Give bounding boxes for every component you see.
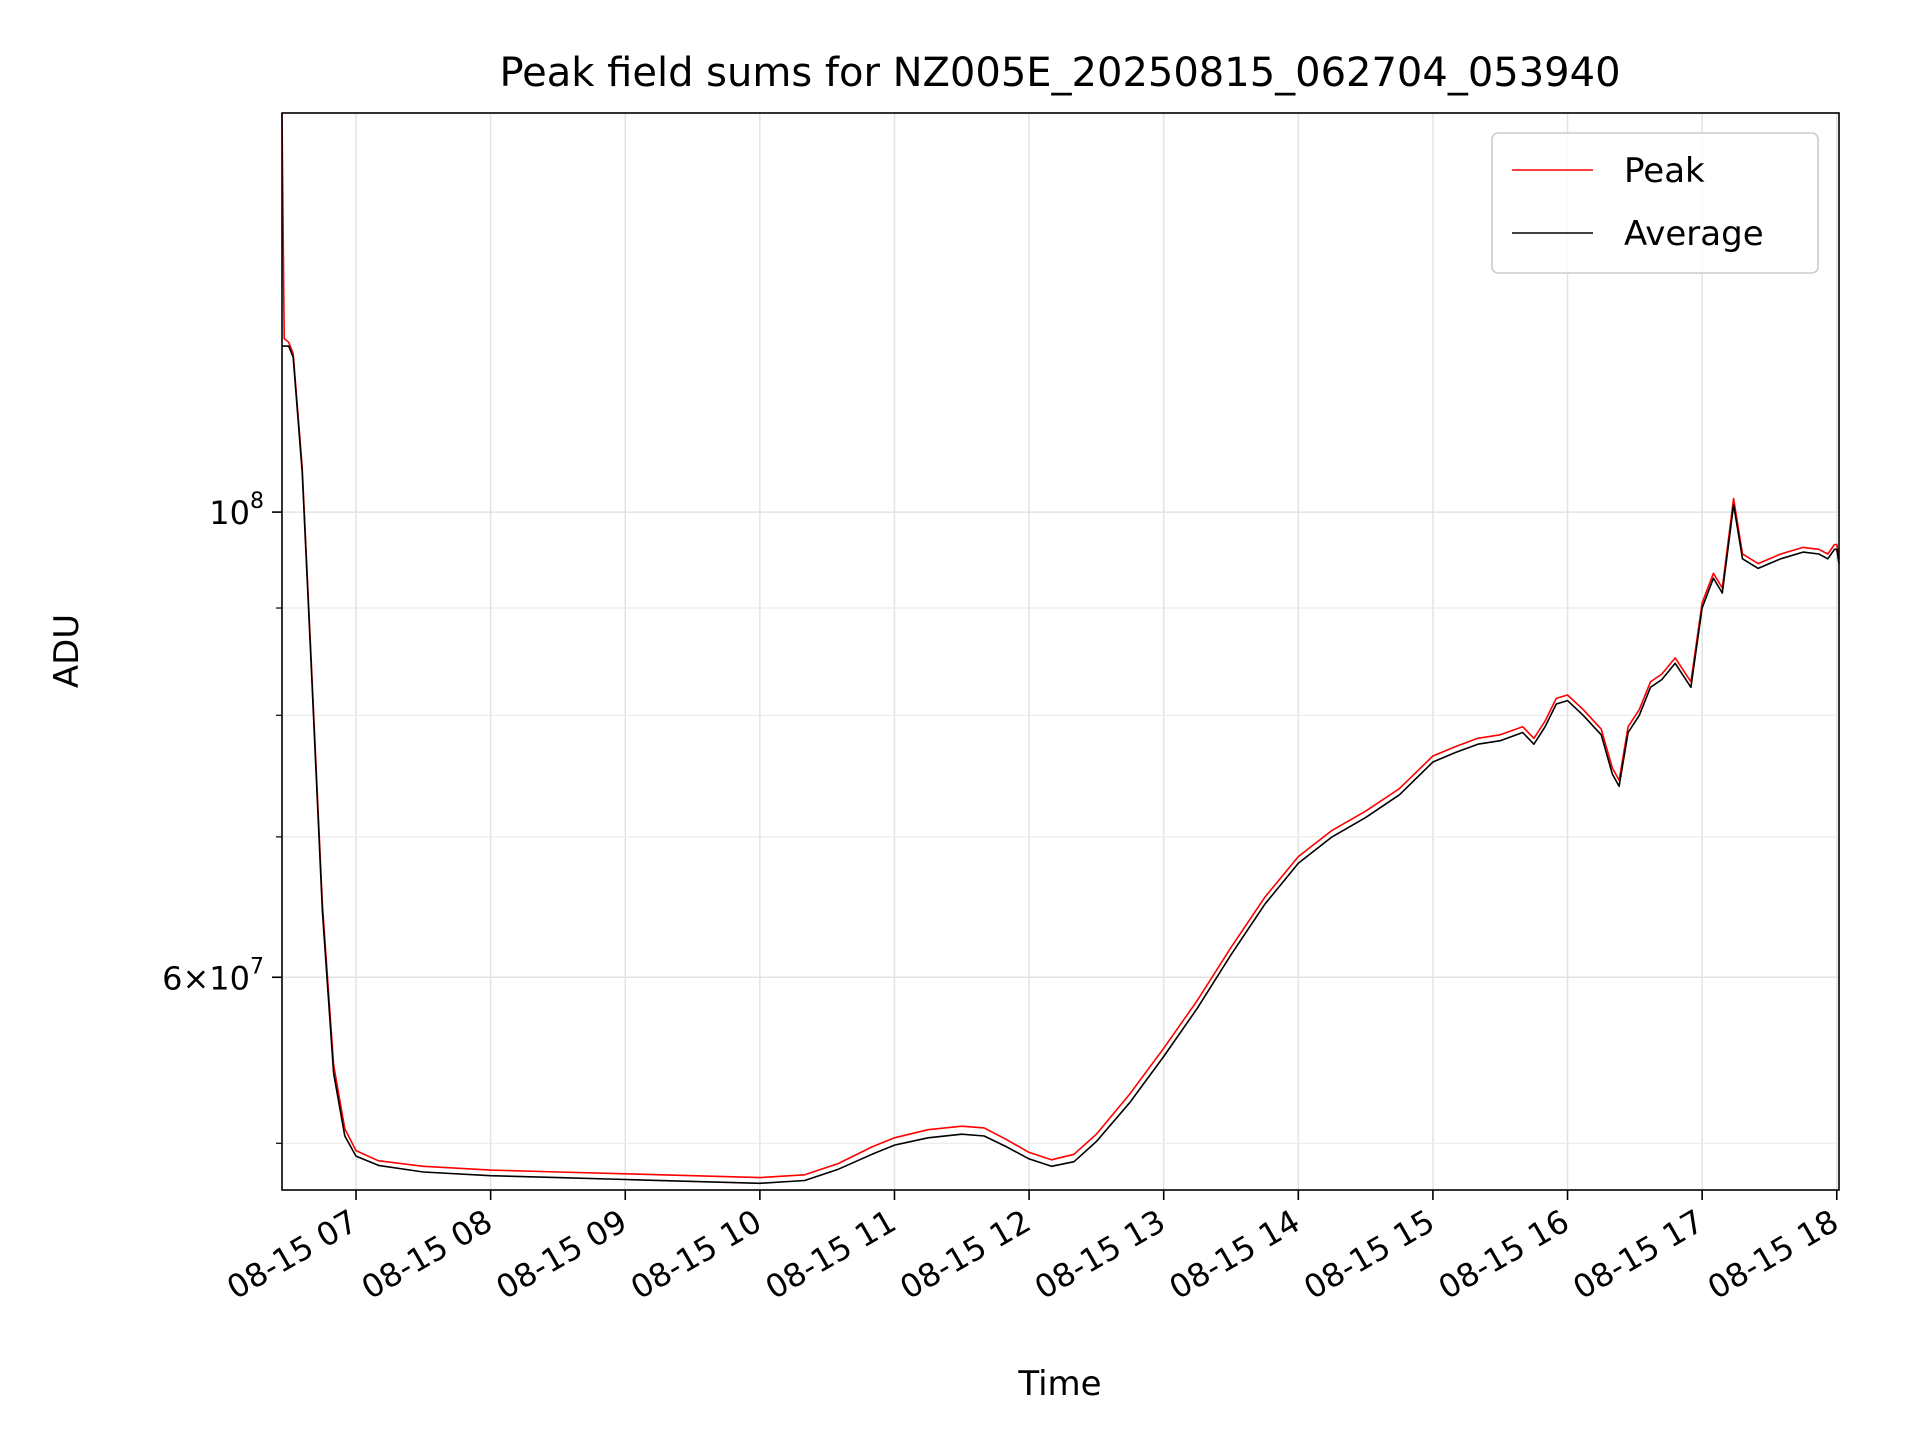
- plot-frame: [281, 112, 1840, 1191]
- y-tick-exponent: 8: [250, 489, 264, 514]
- series-line-peak: [281, 112, 1840, 1179]
- legend: Peak Average: [1491, 132, 1819, 274]
- y-axis-label: ADU: [47, 614, 87, 688]
- tick-marks: [272, 511, 1838, 1200]
- plot-area: [282, 113, 1839, 1190]
- series-line-average: [282, 345, 1840, 1185]
- legend-box: [1491, 132, 1819, 274]
- series-layer: [281, 112, 1840, 1185]
- grid: [282, 113, 1839, 1190]
- y-tick-exponent: 7: [250, 954, 264, 979]
- chart-title: Peak field sums for NZ005E_20250815_0627…: [499, 50, 1620, 96]
- x-axis-label: Time: [1017, 1364, 1101, 1404]
- y-tick-label: 108: [209, 489, 264, 532]
- y-tick-label: 6×107: [162, 954, 264, 997]
- legend-peak-label: Peak: [1624, 151, 1705, 191]
- y-tick-base: 10: [209, 494, 250, 532]
- legend-average-label: Average: [1624, 214, 1764, 254]
- y-tick-base: 6×10: [162, 959, 250, 997]
